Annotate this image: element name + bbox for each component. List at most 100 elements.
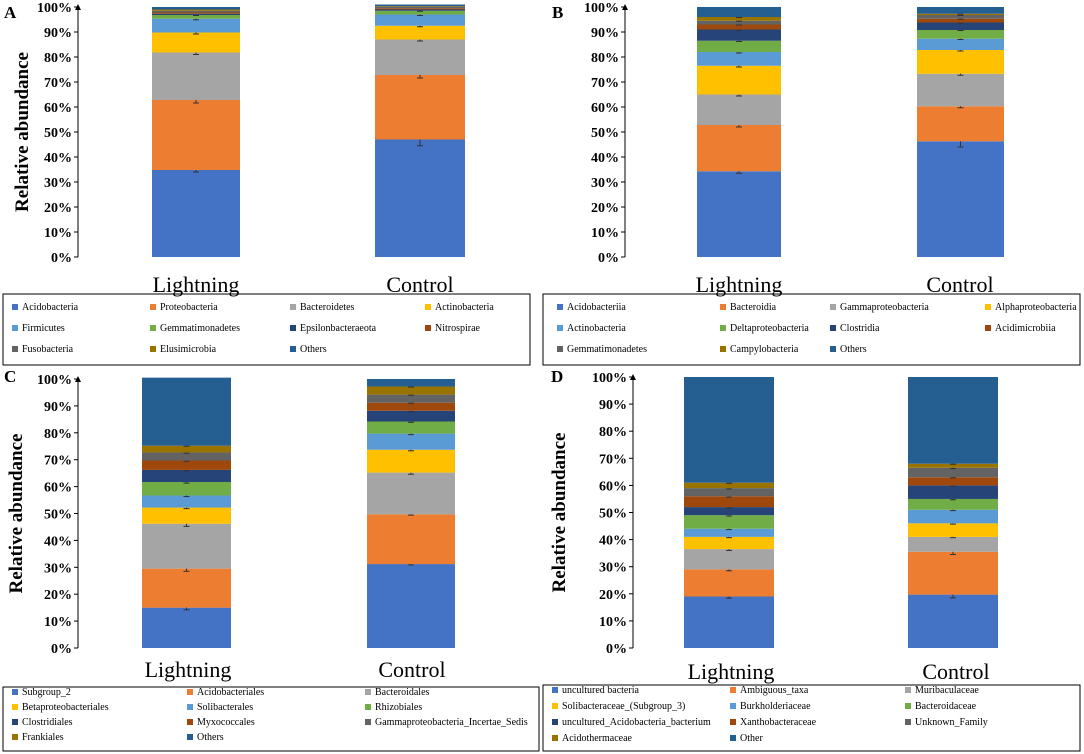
legend-label: Xanthobacteraceae [740, 717, 817, 728]
legend-label: Gemmatimonadetes [567, 344, 647, 355]
legend-swatch [730, 735, 736, 741]
bar-segment [908, 551, 998, 595]
legend-label: Actinobacteria [435, 302, 494, 313]
bar-segment [152, 32, 240, 53]
bar-segment [142, 452, 231, 461]
legend-label: Elusimicrobia [160, 344, 217, 355]
y-tick-label: 60% [599, 479, 627, 494]
bar-segment [152, 10, 240, 13]
bar-segment [142, 482, 231, 496]
legend-box [2, 293, 531, 366]
bar-segment [142, 469, 231, 483]
bar-segment [697, 52, 781, 66]
legend-label: Acidobacteriia [567, 302, 626, 313]
y-tick-label: 90% [591, 26, 619, 41]
chart-panel-c: C 0% 10% 20% 30% 40% 50% 60% 70% 80% 90% 100% Relati… [2, 367, 540, 752]
legend-label: Acidobacteria [22, 302, 79, 313]
bar-segment [697, 24, 781, 30]
bar-segment [684, 488, 774, 497]
bar-segment [367, 472, 455, 515]
legend-label: Clostridia [840, 323, 880, 334]
bar-segment [367, 433, 455, 450]
y-tick-label: 50% [44, 508, 72, 523]
bar-segment [367, 386, 455, 395]
y-tick-label: 50% [599, 507, 627, 522]
bar-segment [908, 377, 998, 464]
legend-swatch [150, 304, 156, 310]
bar-segment [917, 73, 1004, 107]
y-tick-label: 20% [591, 201, 619, 216]
y-tick-label: 60% [44, 101, 72, 116]
bar-segment [684, 596, 774, 648]
bar-segment [142, 495, 231, 508]
y-tick-label: 60% [591, 101, 619, 116]
legend-swatch [552, 735, 558, 741]
y-tick-label: 100% [592, 371, 627, 386]
bar-segment [908, 594, 998, 648]
bar-segment [917, 7, 1004, 14]
bar-segment [142, 523, 231, 569]
legend-swatch [12, 734, 18, 740]
y-tick-label: 70% [44, 454, 72, 469]
legend-label: Bacteroidaceae [915, 701, 977, 712]
legend-swatch [290, 346, 296, 352]
legend-label: Deltaproteobacteria [730, 323, 809, 334]
bar-segment [367, 449, 455, 473]
y-tick-label: 40% [44, 151, 72, 166]
bar-segment [908, 463, 998, 468]
chart-panel-a: A 0% 10% 20% 30% 40% 50% 60% 70% 80% 90% 100% Relati… [2, 1, 531, 366]
bar-segment [367, 379, 455, 387]
legend-label: Epsilonbacteraeota [300, 323, 377, 334]
y-tick-label: 40% [591, 151, 619, 166]
panel-label: B [552, 3, 563, 22]
legend-label: Campylobacteria [730, 344, 799, 355]
bar-segment [684, 482, 774, 489]
legend-swatch [12, 689, 18, 695]
legend-swatch [985, 304, 991, 310]
bar-segment [697, 20, 781, 25]
y-tick-label: 20% [599, 588, 627, 603]
legend-swatch [830, 346, 836, 352]
legend-label: Solibacteraceae_(Subgroup_3) [562, 701, 685, 712]
legend-box [542, 293, 1081, 366]
bar-segment [908, 485, 998, 499]
y-tick-label: 30% [599, 561, 627, 576]
bar-segment [152, 100, 240, 170]
legend-swatch [187, 719, 193, 725]
legend-label: Muribaculaceae [915, 685, 979, 696]
legend-swatch [290, 325, 296, 331]
bar-segment [152, 18, 240, 33]
legend-label: Rhizobiales [375, 702, 422, 713]
legend-box [2, 686, 540, 752]
bar-segment [367, 564, 455, 648]
bar-segment [917, 50, 1004, 74]
bar-segment [375, 14, 465, 26]
legend-swatch [985, 325, 991, 331]
panel-label: C [4, 367, 16, 386]
bar-segment [684, 569, 774, 597]
y-tick-label: 70% [591, 76, 619, 91]
panel-label: D [551, 367, 563, 386]
y-tick-label: 50% [591, 126, 619, 141]
category-label: Control [386, 272, 453, 297]
legend-label: Actinobacteria [567, 323, 626, 334]
legend-swatch [365, 689, 371, 695]
legend-label: Bacteroidia [730, 302, 777, 313]
legend-label: Clostridiales [22, 717, 73, 728]
legend-label: uncultured_Acidobacteria_bacterium [562, 717, 711, 728]
legend-label: Acidobacteriales [197, 687, 264, 698]
legend-swatch [830, 304, 836, 310]
legend-swatch [150, 325, 156, 331]
legend-swatch [425, 325, 431, 331]
y-tick-label: 30% [44, 561, 72, 576]
bar-segment [375, 25, 465, 40]
legend-swatch [425, 304, 431, 310]
y-tick-label: 60% [44, 481, 72, 496]
y-tick-label: 20% [44, 588, 72, 603]
legend-swatch [552, 719, 558, 725]
legend-label: Bacteroidales [375, 687, 430, 698]
bar-segment [908, 477, 998, 486]
y-tick-label: 90% [44, 400, 72, 415]
bar-segment [367, 394, 455, 403]
bar-segment [152, 7, 240, 10]
